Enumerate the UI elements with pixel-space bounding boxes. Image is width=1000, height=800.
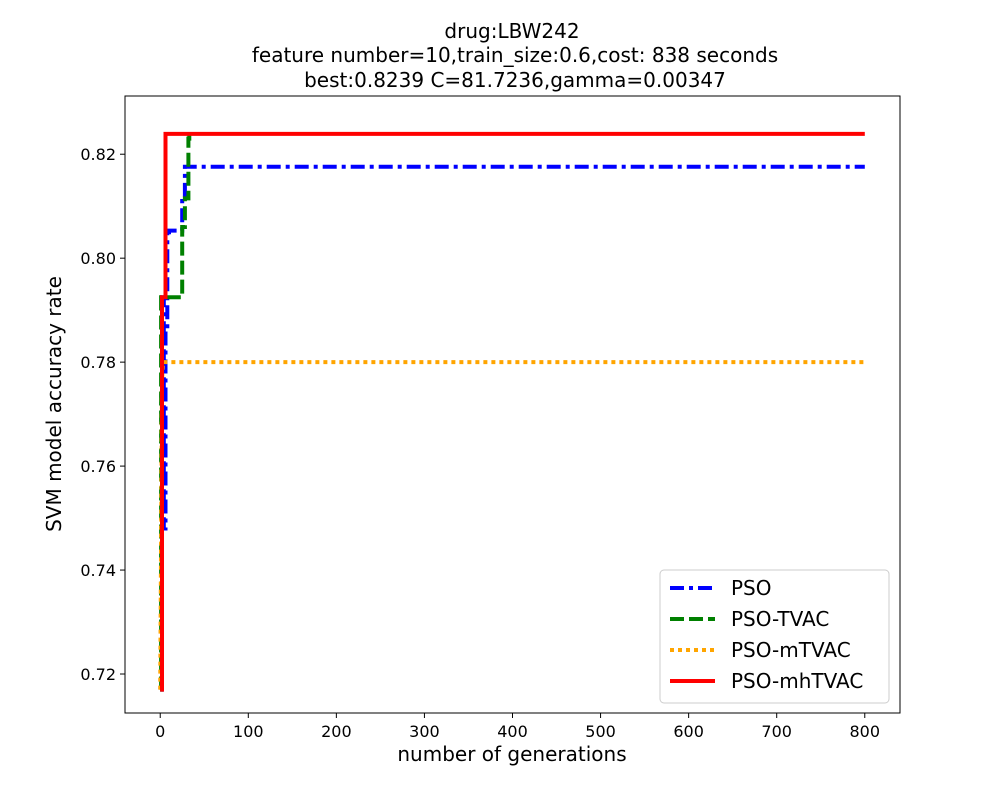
legend-label-pso-mhtvac: PSO-mhTVAC xyxy=(731,669,863,693)
series-layer xyxy=(158,131,865,692)
y-tick-label: 0.72 xyxy=(80,665,116,684)
series-line-pso-mhtvac xyxy=(160,131,865,692)
x-axis-label: number of generations xyxy=(397,742,626,766)
y-axis-ticks: 0.72 0.74 0.76 0.78 0.80 0.82 xyxy=(80,145,125,684)
y-tick-label: 0.76 xyxy=(80,457,116,476)
chart-title-line-2: feature number=10,train_size:0.6,cost: 8… xyxy=(252,43,778,67)
legend-label-pso: PSO xyxy=(731,576,772,600)
legend-entries: PSO PSO-TVAC PSO-mTVAC PSO-mhTVAC xyxy=(670,576,863,693)
legend-label-pso-mtvac: PSO-mTVAC xyxy=(731,638,851,662)
x-tick-label: 100 xyxy=(233,722,264,741)
y-tick-label: 0.82 xyxy=(80,145,116,164)
series-line-pso-tvac xyxy=(159,133,192,692)
y-tick-label: 0.80 xyxy=(80,249,116,268)
x-tick-label: 800 xyxy=(849,722,880,741)
y-tick-label: 0.78 xyxy=(80,353,116,372)
legend-box xyxy=(659,569,890,704)
y-axis-label: SVM model accuracy rate xyxy=(42,276,66,532)
y-tick-label: 0.74 xyxy=(80,561,116,580)
legend-label-pso-tvac: PSO-TVAC xyxy=(731,607,829,631)
legend: PSO PSO-TVAC PSO-mTVAC PSO-mhTVAC xyxy=(659,569,890,704)
chart-title-line-3: best:0.8239 C=81.7236,gamma=0.00347 xyxy=(304,68,726,92)
x-tick-label: 600 xyxy=(673,722,704,741)
chart-title-line-1: drug:LBW242 xyxy=(444,19,579,43)
x-tick-label: 300 xyxy=(409,722,440,741)
x-tick-label: 700 xyxy=(761,722,792,741)
x-axis-ticks: 0 100 200 300 400 500 600 700 800 xyxy=(155,713,880,741)
x-tick-label: 200 xyxy=(321,722,352,741)
x-tick-label: 400 xyxy=(497,722,528,741)
x-tick-label: 500 xyxy=(585,722,616,741)
x-tick-label: 0 xyxy=(155,722,165,741)
